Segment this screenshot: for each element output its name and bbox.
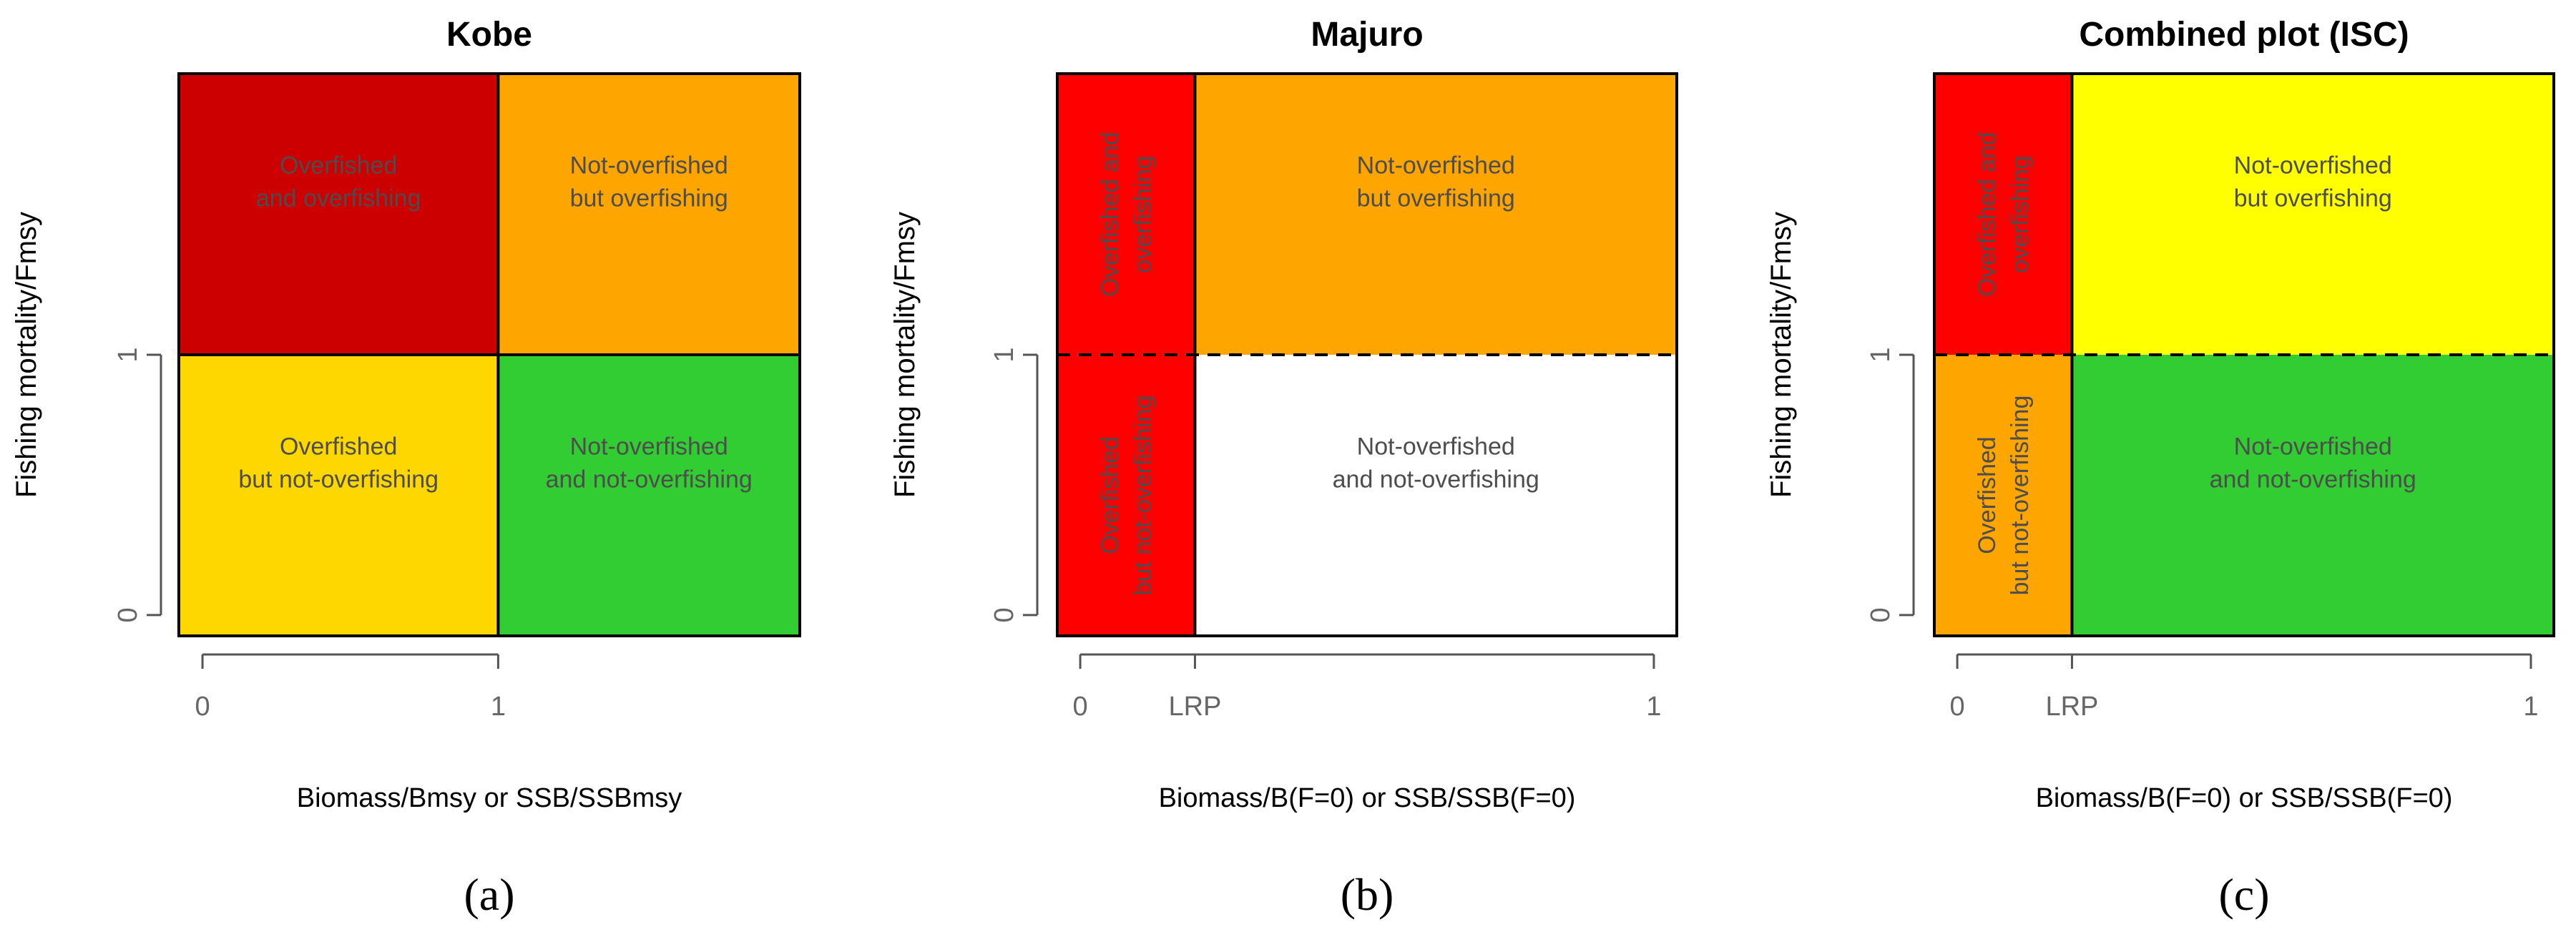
panel-label: (a) [464, 869, 514, 920]
y-axis-label: Fishing mortality/Fmsy [889, 212, 921, 498]
y-tick-label: 1 [1866, 347, 1896, 362]
chart-title: Combined plot (ISC) [2079, 16, 2409, 54]
region-label: but overfishing [2234, 185, 2392, 212]
chart-panel-1: Overfished and overfishing Not-overfished b… [11, 16, 801, 920]
x-tick-label: 0 [1950, 692, 1965, 722]
region-rect [1057, 74, 1195, 355]
region-label: and not-overfishing [2210, 466, 2416, 493]
region-label: and overfishing [256, 185, 421, 212]
region-label-group: Overfished and overfishing [1974, 132, 2034, 297]
region-rect [2072, 74, 2554, 355]
region-label: Not-overfished [1357, 433, 1515, 460]
region-label: Not-overfished [1357, 152, 1515, 179]
x-axis-label: Biomass/B(F=0) or SSB/SSB(F=0) [1159, 783, 1576, 813]
region-rect [1934, 355, 2072, 636]
chart-title: Majuro [1311, 16, 1423, 54]
y-tick-label-group: 0 [113, 607, 143, 622]
region-rect [179, 355, 499, 636]
region-label: Overfished [1974, 436, 2001, 554]
region-rect [179, 74, 499, 355]
plot-frame [1933, 72, 2555, 637]
y-tick-label-group: 0 [1866, 607, 1896, 622]
y-axis-label: Fishing mortality/Fmsy [1766, 212, 1797, 498]
region-label: Overfished [1097, 436, 1124, 554]
y-tick-label: 0 [113, 607, 143, 622]
region-label: but not-overfishing [1130, 396, 1157, 596]
region-rect [498, 74, 800, 355]
region-rect [1195, 74, 1677, 355]
x-tick-label: LRP [2045, 692, 2098, 722]
region-rect [498, 355, 800, 636]
region-label: but not-overfishing [2007, 396, 2034, 596]
y-tick-label: 0 [989, 607, 1019, 622]
y-axis-label: Fishing mortality/Fmsy [11, 212, 42, 498]
y-tick-label: 0 [1866, 607, 1896, 622]
x-tick-label: LRP [1168, 692, 1221, 722]
panel-label: (c) [2218, 869, 2269, 920]
region-label-group: Overfished but not-overfishing [1974, 396, 2034, 596]
region-rect [2072, 355, 2554, 636]
panel-label: (b) [1341, 869, 1394, 920]
y-tick-label-group: 1 [113, 347, 143, 362]
region-label: Not-overfished [2234, 433, 2392, 460]
region-label: Overfished [280, 433, 397, 460]
region-label: overfishing [2007, 155, 2034, 273]
region-label: but overfishing [1357, 185, 1515, 212]
region-label-group: Overfished but not-overfishing [1097, 396, 1157, 596]
region-label: Overfished and [1097, 132, 1124, 297]
region-label: overfishing [1130, 155, 1157, 273]
region-label: and not-overfishing [1333, 466, 1539, 493]
region-label: but not-overfishing [238, 466, 439, 493]
region-label: Overfished and [1974, 132, 2001, 297]
region-label: Overfished [280, 152, 397, 179]
y-tick-label: 1 [989, 347, 1019, 362]
region-label: and not-overfishing [546, 466, 753, 493]
region-rect [1057, 355, 1195, 636]
y-axis-label-group: Fishing mortality/Fmsy [1766, 212, 1797, 498]
plot-frame [177, 72, 801, 637]
x-tick-label: 1 [1646, 692, 1661, 722]
chart-title: Kobe [446, 16, 532, 54]
y-tick-label-group: 1 [989, 347, 1019, 362]
region-label: Not-overfished [570, 433, 728, 460]
x-tick-label: 0 [195, 692, 210, 722]
region-rect [1934, 74, 2072, 355]
y-axis-label-group: Fishing mortality/Fmsy [889, 212, 921, 498]
region-label: but overfishing [570, 185, 728, 212]
y-axis-label-group: Fishing mortality/Fmsy [11, 212, 42, 498]
x-axis-label: Biomass/B(F=0) or SSB/SSB(F=0) [2036, 783, 2453, 813]
x-tick-label: 1 [2523, 692, 2538, 722]
x-axis-label: Biomass/Bmsy or SSB/SSBmsy [297, 783, 682, 813]
x-tick-label: 0 [1073, 692, 1088, 722]
chart-panel-3: Overfished and overfishing Not-overfished b… [1766, 16, 2555, 920]
region-label: Not-overfished [2234, 152, 2392, 179]
region-label-group: Overfished and overfishing [1097, 132, 1157, 297]
plot-frame [1056, 72, 1678, 637]
chart-panel-2: Overfished and overfishing Not-overfished b… [889, 16, 1678, 920]
y-tick-label: 1 [113, 347, 143, 362]
y-tick-label-group: 0 [989, 607, 1019, 622]
region-label: Not-overfished [570, 152, 728, 179]
y-tick-label-group: 1 [1866, 347, 1896, 362]
x-tick-label: 1 [491, 692, 506, 722]
region-rect [1195, 355, 1677, 636]
